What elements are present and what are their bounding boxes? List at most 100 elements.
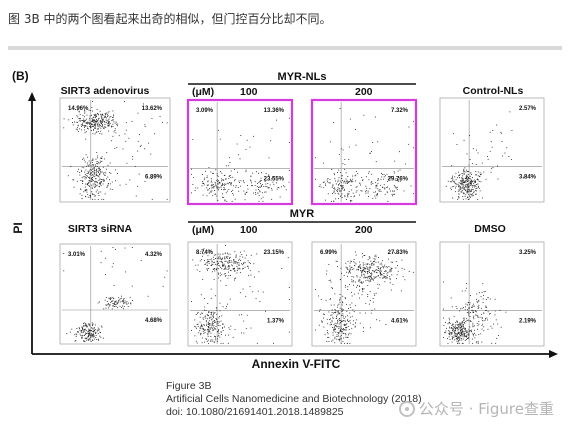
event-dot bbox=[202, 181, 204, 182]
event-dot bbox=[89, 325, 91, 327]
event-dot bbox=[102, 166, 104, 168]
event-dot bbox=[229, 182, 231, 184]
event-dot bbox=[117, 173, 118, 174]
event-dot bbox=[194, 319, 196, 321]
event-dot bbox=[219, 316, 220, 317]
event-dot bbox=[350, 178, 351, 180]
event-dot bbox=[260, 177, 262, 179]
event-dot bbox=[459, 187, 461, 189]
plot-r2-c2: 8.74% 23.15% 1.37% bbox=[187, 241, 293, 347]
event-dot bbox=[487, 297, 489, 298]
event-dot bbox=[214, 328, 216, 330]
event-dot bbox=[193, 177, 195, 178]
event-dot bbox=[85, 154, 87, 156]
event-dot bbox=[98, 328, 100, 330]
event-dot bbox=[368, 276, 370, 278]
event-dot bbox=[457, 336, 459, 338]
event-dot bbox=[112, 110, 114, 112]
event-dot bbox=[86, 325, 88, 327]
event-dot bbox=[273, 342, 274, 344]
event-dot bbox=[88, 164, 90, 166]
event-dot bbox=[101, 117, 103, 119]
event-dot bbox=[356, 286, 357, 288]
event-dot bbox=[85, 334, 87, 335]
event-dot bbox=[484, 291, 486, 292]
event-dot bbox=[143, 103, 144, 105]
event-dot bbox=[118, 135, 120, 137]
event-dot bbox=[98, 176, 100, 178]
event-dot bbox=[370, 260, 372, 262]
event-dot bbox=[340, 185, 341, 187]
event-dot bbox=[319, 184, 321, 186]
event-dot bbox=[75, 333, 77, 335]
event-dot bbox=[94, 120, 96, 122]
event-dot bbox=[111, 181, 113, 183]
event-dot bbox=[207, 321, 209, 323]
event-dot bbox=[238, 190, 240, 192]
event-dot bbox=[243, 250, 245, 252]
event-dot bbox=[88, 338, 90, 340]
event-dot bbox=[90, 195, 91, 196]
event-dot bbox=[461, 325, 463, 327]
event-dot bbox=[340, 190, 342, 191]
event-dot bbox=[460, 189, 462, 190]
event-dot bbox=[360, 266, 361, 268]
plot-frame bbox=[59, 97, 171, 203]
event-dot bbox=[481, 162, 483, 164]
event-dot bbox=[212, 321, 214, 322]
event-dot bbox=[223, 264, 225, 266]
event-dot bbox=[330, 314, 332, 316]
event-dot bbox=[475, 342, 477, 344]
event-dot bbox=[214, 341, 216, 343]
event-dot bbox=[92, 171, 94, 173]
event-dot bbox=[222, 342, 224, 344]
event-dot bbox=[511, 130, 513, 131]
plot-frame bbox=[311, 241, 417, 347]
event-dot bbox=[217, 263, 218, 265]
event-dot bbox=[490, 141, 492, 143]
event-dot bbox=[137, 140, 139, 142]
event-dot bbox=[483, 326, 485, 328]
event-dot bbox=[109, 172, 111, 173]
event-dot bbox=[76, 334, 78, 336]
event-dot bbox=[373, 261, 374, 263]
event-dot bbox=[510, 159, 512, 160]
event-dot bbox=[468, 183, 469, 185]
event-dot bbox=[144, 148, 146, 150]
event-dot bbox=[210, 312, 212, 314]
event-dot bbox=[351, 315, 353, 317]
event-dot bbox=[321, 320, 323, 322]
event-dot bbox=[229, 175, 231, 176]
event-dot bbox=[252, 172, 253, 174]
event-dot bbox=[218, 187, 220, 189]
event-dot bbox=[245, 148, 247, 150]
event-dot bbox=[203, 253, 205, 255]
event-dot bbox=[218, 330, 219, 332]
event-dot bbox=[351, 327, 353, 329]
event-dot bbox=[450, 189, 452, 190]
event-dot bbox=[326, 270, 328, 272]
event-dot bbox=[144, 124, 146, 126]
event-dot bbox=[89, 110, 91, 111]
event-dot bbox=[338, 331, 340, 333]
event-dot bbox=[77, 331, 79, 332]
event-dot bbox=[199, 260, 201, 262]
event-dot bbox=[234, 268, 235, 270]
event-dot bbox=[344, 342, 345, 344]
event-dot bbox=[331, 324, 332, 325]
event-dot bbox=[458, 171, 459, 173]
event-dot bbox=[483, 330, 485, 332]
event-dot bbox=[344, 195, 346, 197]
event-dot bbox=[107, 303, 109, 305]
event-dot bbox=[466, 186, 468, 187]
event-dot bbox=[393, 172, 395, 174]
event-dot bbox=[479, 175, 481, 177]
event-dot bbox=[234, 251, 236, 253]
event-dot bbox=[98, 301, 100, 303]
event-dot bbox=[93, 168, 95, 170]
event-dot bbox=[222, 265, 224, 266]
event-dot bbox=[231, 182, 232, 184]
event-dot bbox=[476, 300, 478, 302]
event-dot bbox=[128, 137, 130, 139]
event-dot bbox=[369, 272, 370, 273]
